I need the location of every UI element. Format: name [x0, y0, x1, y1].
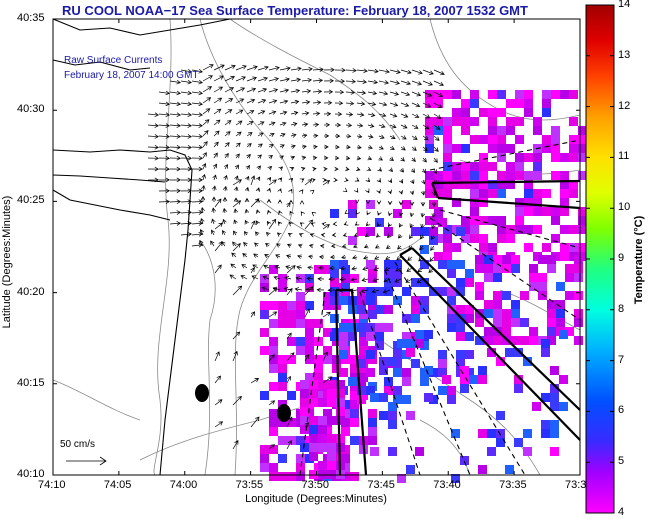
colorbar-title: Temperature (°C)	[633, 215, 645, 305]
colorbar-tick-label: 6	[618, 404, 625, 417]
y-axis-title: Latitude (Degrees:Minutes)	[1, 195, 13, 329]
legend-currents-label: Raw Surface Currents	[64, 55, 163, 66]
colorbar-tick-label: 4	[618, 506, 625, 518]
x-tick-label: 73:35	[499, 479, 527, 491]
colorbar-tick-label: 14	[618, 0, 631, 10]
colorbar-tick-label: 9	[618, 252, 625, 264]
y-tick-label: 40:25	[17, 194, 45, 207]
surface-current-vectors	[147, 64, 445, 450]
colorbar-tick-label: 10	[618, 201, 631, 214]
y-tick-label: 40:10	[17, 468, 45, 480]
legend-currents-time: February 18, 2007 14:00 GMT	[64, 70, 199, 81]
x-tick-label: 74:05	[103, 479, 132, 491]
x-tick-label: 74:10	[38, 479, 66, 491]
x-tick-label: 73:40	[433, 479, 461, 491]
station-marker	[277, 404, 291, 422]
transect-lines	[299, 139, 581, 476]
y-tick-label: 40:15	[17, 376, 45, 389]
y-tick-label: 40:30	[17, 103, 45, 116]
x-tick-label: 73:55	[235, 479, 264, 491]
sst-pixel-layer	[260, 90, 587, 483]
map-title: RU COOL NOAA−17 Sea Surface Temperature:…	[62, 3, 528, 18]
colorbar-tick-label: 13	[618, 48, 631, 61]
y-tick-label: 40:20	[17, 285, 45, 298]
x-tick-label: 73:45	[367, 479, 395, 491]
x-tick-label: 73:50	[301, 479, 330, 491]
x-tick-label: 73:3	[565, 479, 587, 491]
colorbar-tick-label: 8	[618, 302, 625, 315]
x-axis-title: Longitude (Degrees:Minutes)	[245, 493, 387, 505]
station-marker	[195, 384, 209, 402]
colorbar-tick-label: 5	[618, 455, 625, 468]
colorbar-tick-label: 12	[618, 99, 631, 112]
colorbar-tick-label: 11	[618, 150, 630, 163]
scale-vector-arrow	[66, 456, 107, 466]
x-tick-label: 74:00	[169, 479, 198, 491]
scale-vector-label: 50 cm/s	[60, 439, 96, 450]
coastline	[52, 18, 231, 476]
colorbar-tick-label: 7	[618, 353, 625, 366]
y-tick-label: 40:35	[17, 12, 45, 24]
